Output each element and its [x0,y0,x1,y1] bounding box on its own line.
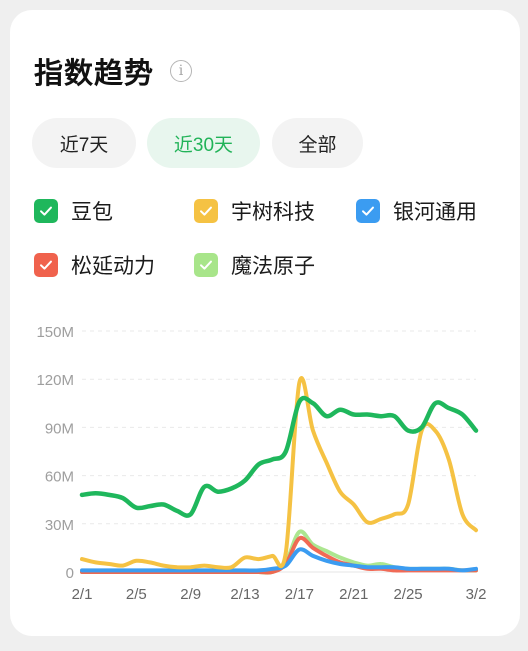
legend-label: 松延动力 [71,255,155,278]
y-tick-label: 150M [36,324,74,341]
info-icon[interactable]: i [170,60,193,82]
y-tick-label: 0 [66,565,74,582]
title-row: 指数趋势 i [34,50,193,92]
legend-item-galbot[interactable]: 银河通用 [356,196,477,226]
page-title: 指数趋势 [34,58,155,90]
legend-label: 宇树科技 [231,201,315,224]
legend-item-doubao[interactable]: 豆包 [34,196,113,226]
checkbox-checked-icon[interactable] [194,253,218,277]
legend-label: 魔法原子 [231,255,315,278]
tab-30-days[interactable]: 近30天 [147,118,260,168]
x-tick-label: 3/2 [466,586,487,603]
legend-label: 银河通用 [393,201,477,224]
checkbox-checked-icon[interactable] [194,199,218,223]
checkbox-checked-icon[interactable] [34,199,58,223]
x-tick-label: 2/13 [230,586,259,603]
legend-item-songyan[interactable]: 松延动力 [34,250,155,280]
tab-7-days[interactable]: 近7天 [32,118,136,168]
y-tick-label: 30M [45,517,74,534]
checkbox-checked-icon[interactable] [356,199,380,223]
y-tick-label: 60M [45,469,74,486]
tab-all[interactable]: 全部 [272,118,363,168]
y-tick-label: 90M [45,420,74,437]
legend-label: 豆包 [71,201,113,224]
x-tick-label: 2/21 [339,586,368,603]
series-line-galbot [80,547,478,573]
y-tick-label: 120M [36,372,74,389]
series-line-unitree [80,376,478,570]
x-tick-label: 2/17 [285,586,314,603]
x-tick-label: 2/5 [126,586,147,603]
checkbox-checked-icon[interactable] [34,253,58,277]
x-tick-label: 2/1 [72,586,93,603]
legend-item-unitree[interactable]: 宇树科技 [194,196,315,226]
legend-item-mofa[interactable]: 魔法原子 [194,250,315,280]
series-line-doubao [79,395,479,518]
x-tick-label: 2/25 [393,586,422,603]
trend-line-chart: 0 30M 60M 90M 120M 150M 2/1 2/5 2/9 2/13 2/17 2/21 2… [36,324,487,603]
x-tick-label: 2/9 [180,586,201,603]
index-trend-card: 指数趋势 i 近7天 近30天 全部 豆包 宇树科技 银河通用 松延动力 魔法原… [10,10,520,636]
